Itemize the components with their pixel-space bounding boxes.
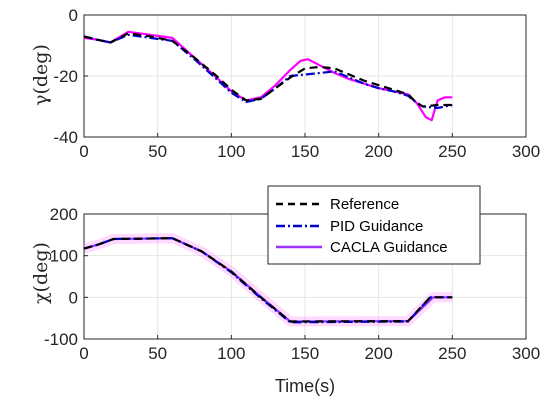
- chi-y-axis-label: χ(deg): [30, 242, 52, 304]
- gamma-y-axis-label: γ(deg): [30, 44, 52, 106]
- gamma-series-cacla: [83, 30, 453, 122]
- chi-y-tick-label: 100: [50, 247, 78, 266]
- gamma-x-tick-label: 300: [512, 142, 540, 161]
- gamma-x-tick-label: 200: [364, 142, 392, 161]
- chi-series-reference: [83, 237, 453, 323]
- gamma-series-pid: [83, 33, 453, 110]
- gamma-x-tick-label: 150: [291, 142, 319, 161]
- gamma-ticks: 0 50 100 150 200 250 300 0 -20 -40: [53, 6, 540, 161]
- legend-label-reference: Reference: [330, 196, 399, 213]
- chi-x-axis-label: Time(s): [275, 376, 335, 396]
- gamma-x-tick-label: 0: [79, 142, 88, 161]
- chi-x-tick-label: 50: [148, 344, 167, 363]
- gamma-x-tick-label: 100: [217, 142, 245, 161]
- gamma-y-tick-label: -20: [53, 67, 78, 86]
- chi-y-tick-label: -100: [44, 330, 78, 349]
- legend-box: [267, 185, 481, 265]
- chi-y-tick-label: 200: [50, 205, 78, 224]
- gamma-x-tick-label: 50: [148, 142, 167, 161]
- legend: Reference PID Guidance CACLA Guidance: [267, 185, 481, 265]
- legend-label-pid: PID Guidance: [330, 218, 423, 235]
- chi-x-tick-label: 200: [364, 344, 392, 363]
- chi-y-tick-label: 0: [69, 288, 78, 307]
- legend-label-cacla: CACLA Guidance: [330, 239, 448, 256]
- gamma-subplot: 0 50 100 150 200 250 300 0 -20 -40 γ(deg): [30, 6, 540, 161]
- gamma-y-tick-label: 0: [69, 6, 78, 25]
- gamma-grid: [83, 14, 527, 138]
- chi-x-tick-label: 250: [438, 344, 466, 363]
- chi-series: [82, 233, 453, 327]
- chi-x-tick-label: 300: [512, 344, 540, 363]
- gamma-series-reference: [83, 32, 453, 108]
- chi-x-tick-label: 0: [79, 344, 88, 363]
- gamma-series: [83, 30, 453, 122]
- chi-x-tick-label: 100: [217, 344, 245, 363]
- gamma-x-tick-label: 250: [438, 142, 466, 161]
- chi-x-tick-label: 150: [291, 344, 319, 363]
- gamma-y-tick-label: -40: [53, 128, 78, 147]
